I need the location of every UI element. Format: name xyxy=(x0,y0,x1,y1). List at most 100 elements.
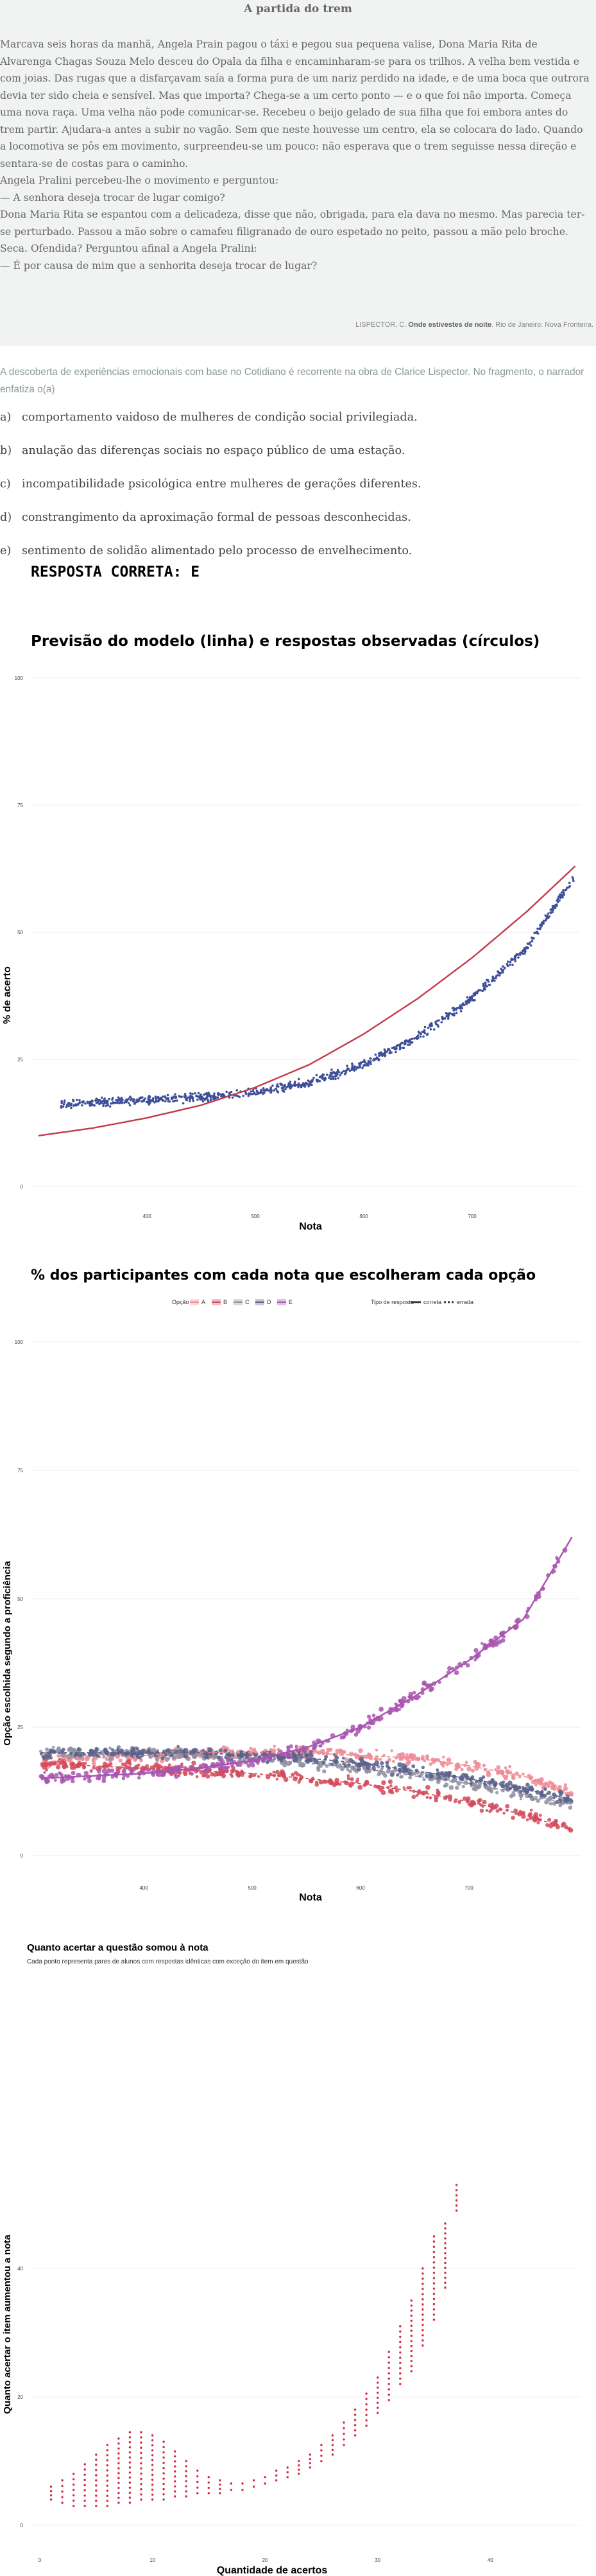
gain-point xyxy=(365,2398,368,2400)
observed-point xyxy=(67,1102,71,1104)
option-point-e xyxy=(201,1762,205,1767)
gain-point xyxy=(387,2367,390,2369)
gain-point xyxy=(421,2303,424,2306)
observed-point xyxy=(275,1085,278,1088)
observed-point xyxy=(130,1099,132,1102)
option-point-d xyxy=(160,1756,165,1761)
observed-point xyxy=(118,1102,121,1104)
observed-point xyxy=(161,1095,164,1098)
gain-point xyxy=(377,2381,379,2384)
observed-point xyxy=(212,1094,216,1097)
option-point-b xyxy=(555,1825,560,1830)
observed-point xyxy=(353,1069,356,1072)
option-point-b xyxy=(417,1791,421,1795)
observed-point xyxy=(328,1074,331,1077)
gain-point xyxy=(387,2383,390,2385)
gain-point xyxy=(128,2446,132,2449)
observed-point xyxy=(123,1101,126,1104)
observed-point xyxy=(321,1077,324,1080)
passage-panel: A partida do trem Marcava seis horas da … xyxy=(0,0,596,346)
option-point-d xyxy=(452,1774,456,1778)
x-tick-label: 500 xyxy=(251,1214,260,1219)
option-b[interactable]: b) anulação das diferenças sociais no esp… xyxy=(0,444,405,457)
observed-point xyxy=(279,1083,282,1085)
option-c[interactable]: c) incompatibilidade psicológica entre mu… xyxy=(0,478,421,491)
gain-point xyxy=(128,2431,132,2433)
gain-point xyxy=(140,2467,142,2470)
passage-source: LISPECTOR, C. Onde estivestes de noite. … xyxy=(355,321,593,329)
x-tick-label: 20 xyxy=(262,2557,268,2563)
option-points xyxy=(38,1547,574,1833)
gain-point xyxy=(61,2479,64,2482)
option-point-e xyxy=(55,1773,59,1777)
option-point-e xyxy=(98,1777,101,1780)
observed-point xyxy=(250,1090,253,1093)
observed-point xyxy=(141,1096,144,1099)
observed-point xyxy=(555,903,558,906)
option-point-d xyxy=(179,1749,182,1752)
option-point-a xyxy=(118,1758,123,1763)
gain-point xyxy=(387,2351,390,2353)
observed-point xyxy=(421,1031,424,1033)
gain-point xyxy=(196,2486,199,2489)
gain-point xyxy=(421,2313,424,2316)
gain-point xyxy=(128,2471,132,2474)
observed-point xyxy=(174,1093,176,1096)
observed-point xyxy=(84,1102,87,1105)
observed-point xyxy=(463,1004,466,1006)
gain-point xyxy=(117,2496,120,2499)
observed-point xyxy=(346,1067,349,1070)
option-point-c xyxy=(400,1775,404,1779)
observed-point xyxy=(336,1073,339,1075)
gain-point xyxy=(421,2288,424,2290)
option-a[interactable]: a) comportamento vaidoso de mulheres de c… xyxy=(0,411,418,424)
option-d[interactable]: d) constrangimento da aproximação formal … xyxy=(0,511,411,524)
observed-point xyxy=(269,1091,273,1093)
option-point-c xyxy=(448,1785,454,1790)
option-point-e xyxy=(225,1757,231,1762)
option-point-d xyxy=(397,1762,403,1768)
observed-point xyxy=(413,1037,416,1040)
option-point-e xyxy=(465,1663,470,1667)
observed-point xyxy=(514,960,516,962)
observed-point xyxy=(333,1071,336,1074)
option-point-e xyxy=(43,1771,46,1774)
observed-point xyxy=(303,1083,306,1086)
option-point-d xyxy=(131,1746,136,1752)
option-point-b xyxy=(167,1763,171,1767)
option-point-a xyxy=(446,1757,452,1762)
gain-point xyxy=(432,2245,436,2248)
gain-point xyxy=(151,2464,154,2466)
gain-point xyxy=(286,2466,289,2469)
observed-point xyxy=(208,1094,210,1097)
option-point-a xyxy=(470,1768,475,1773)
option-point-b xyxy=(343,1780,347,1784)
gain-point xyxy=(331,2444,334,2446)
option-point-a xyxy=(570,1793,573,1796)
passage-body: Marcava seis horas da manhã, Angela Prai… xyxy=(0,36,592,274)
observed-point xyxy=(507,961,509,963)
option-point-e xyxy=(401,1696,407,1701)
gain-point xyxy=(421,2334,424,2337)
observed-point xyxy=(235,1089,239,1092)
gain-point xyxy=(174,2485,176,2488)
observed-point xyxy=(452,1013,456,1015)
option-point-a xyxy=(375,1748,379,1752)
option-point-c xyxy=(444,1782,449,1788)
observed-point xyxy=(466,996,469,998)
option-point-b xyxy=(202,1773,207,1777)
gain-point xyxy=(185,2480,187,2483)
option-point-b xyxy=(485,1809,489,1813)
gain-point xyxy=(151,2459,154,2462)
option-point-d xyxy=(332,1759,336,1763)
gain-point xyxy=(95,2484,98,2487)
option-point-a xyxy=(328,1749,332,1752)
option-point-d xyxy=(418,1775,421,1778)
option-point-e xyxy=(49,1772,55,1777)
gain-point xyxy=(343,2432,345,2435)
gain-point xyxy=(275,2474,278,2477)
option-point-a xyxy=(521,1772,525,1776)
option-e[interactable]: e) sentimento de solidão alimentado pelo … xyxy=(0,544,412,557)
gain-point xyxy=(151,2484,154,2486)
option-point-b xyxy=(533,1812,538,1817)
